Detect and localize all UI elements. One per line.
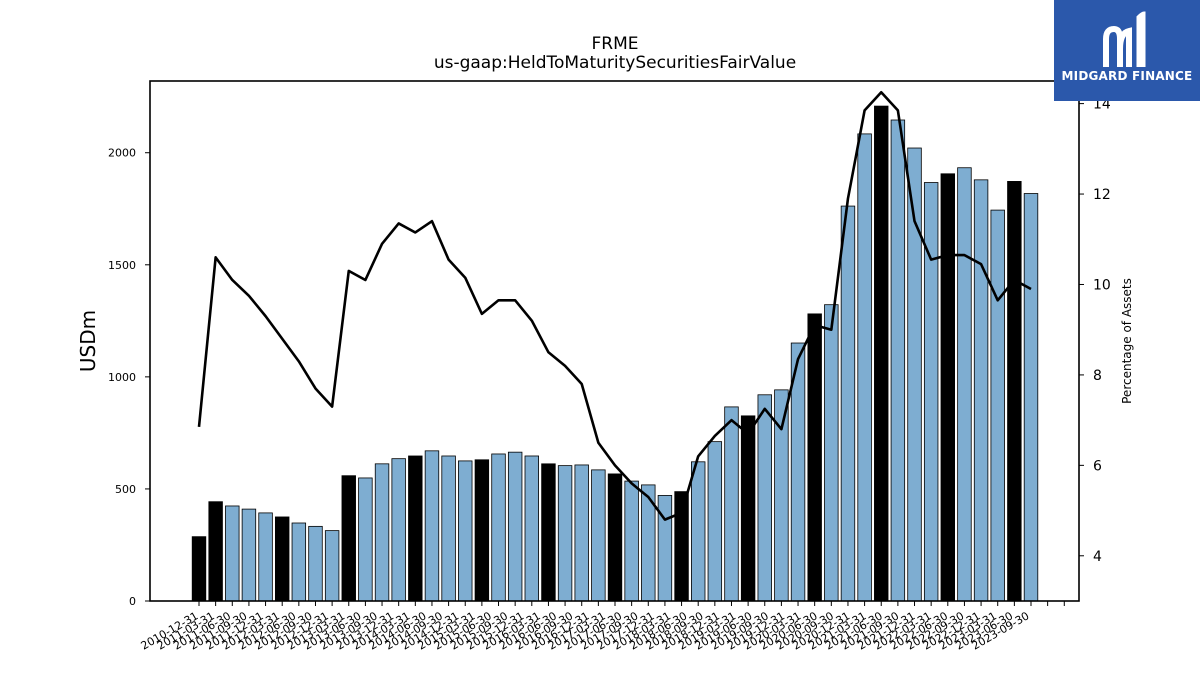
bar bbox=[424, 450, 440, 602]
bar bbox=[524, 455, 540, 602]
y-tick-label: 1500 bbox=[108, 259, 136, 272]
chart-subtitle: us-gaap:HeldToMaturitySecuritiesFairValu… bbox=[434, 53, 796, 73]
bar bbox=[441, 455, 456, 602]
bar bbox=[507, 451, 523, 602]
bar bbox=[358, 477, 373, 602]
bar bbox=[990, 209, 1005, 602]
y-tick-label: 500 bbox=[115, 483, 136, 496]
bar bbox=[274, 516, 290, 602]
chart-title: FRME bbox=[592, 34, 639, 54]
bar bbox=[923, 182, 939, 602]
bar bbox=[541, 463, 556, 602]
bar bbox=[591, 469, 606, 602]
bar bbox=[557, 465, 573, 602]
bar bbox=[241, 508, 257, 602]
midgard-finance-logo: MIDGARD FINANCE bbox=[1054, 0, 1200, 101]
bar bbox=[408, 455, 423, 602]
y-axis-left: 0 500 1000 1500 2000 bbox=[108, 147, 150, 608]
y-tick-label: 0 bbox=[129, 595, 136, 608]
logo-text: MIDGARD FINANCE bbox=[1061, 69, 1193, 83]
bar bbox=[973, 179, 989, 602]
y-axis-label: USDm bbox=[76, 310, 100, 372]
y-right-tick-label: 8 bbox=[1093, 368, 1102, 384]
bar bbox=[940, 173, 956, 602]
logo-mark-icon bbox=[1103, 11, 1146, 67]
bar bbox=[341, 475, 356, 602]
bar bbox=[474, 459, 490, 602]
line-series bbox=[197, 91, 1032, 521]
bar bbox=[458, 460, 473, 602]
bar bbox=[308, 525, 323, 602]
bar bbox=[208, 501, 223, 602]
bar-series bbox=[191, 105, 1039, 602]
y-right-tick-label: 12 bbox=[1093, 187, 1111, 203]
bar bbox=[391, 458, 406, 602]
bar bbox=[724, 406, 739, 602]
bar bbox=[491, 453, 506, 602]
bar bbox=[291, 522, 307, 602]
bar bbox=[707, 441, 723, 602]
bar bbox=[874, 105, 889, 602]
percentage-line bbox=[197, 91, 1032, 521]
bar bbox=[740, 415, 756, 602]
x-axis: 2010-12-312011-03-312011-06-302011-09-30… bbox=[139, 601, 1065, 653]
bar bbox=[624, 480, 639, 602]
bar bbox=[674, 491, 689, 602]
bar bbox=[691, 461, 706, 602]
y-tick-label: 2000 bbox=[108, 147, 136, 160]
bar bbox=[857, 133, 872, 602]
y-right-tick-label: 4 bbox=[1093, 549, 1102, 565]
bar bbox=[374, 463, 390, 602]
bar bbox=[890, 119, 906, 602]
bar bbox=[607, 473, 623, 602]
y-axis-right-label: Percentage of Assets bbox=[1120, 278, 1134, 404]
bar bbox=[840, 205, 856, 602]
bar bbox=[824, 304, 839, 602]
y-right-tick-label: 6 bbox=[1093, 458, 1102, 474]
y-tick-label: 1000 bbox=[108, 371, 136, 384]
bar bbox=[191, 536, 207, 602]
y-right-tick-label: 10 bbox=[1093, 277, 1111, 293]
bar bbox=[1023, 193, 1039, 602]
bar bbox=[757, 394, 772, 602]
bar bbox=[957, 167, 972, 602]
bar bbox=[225, 505, 240, 602]
bar bbox=[1007, 181, 1022, 602]
bar bbox=[324, 530, 340, 602]
bar bbox=[807, 313, 822, 602]
bar bbox=[574, 464, 589, 602]
bar bbox=[258, 512, 273, 602]
